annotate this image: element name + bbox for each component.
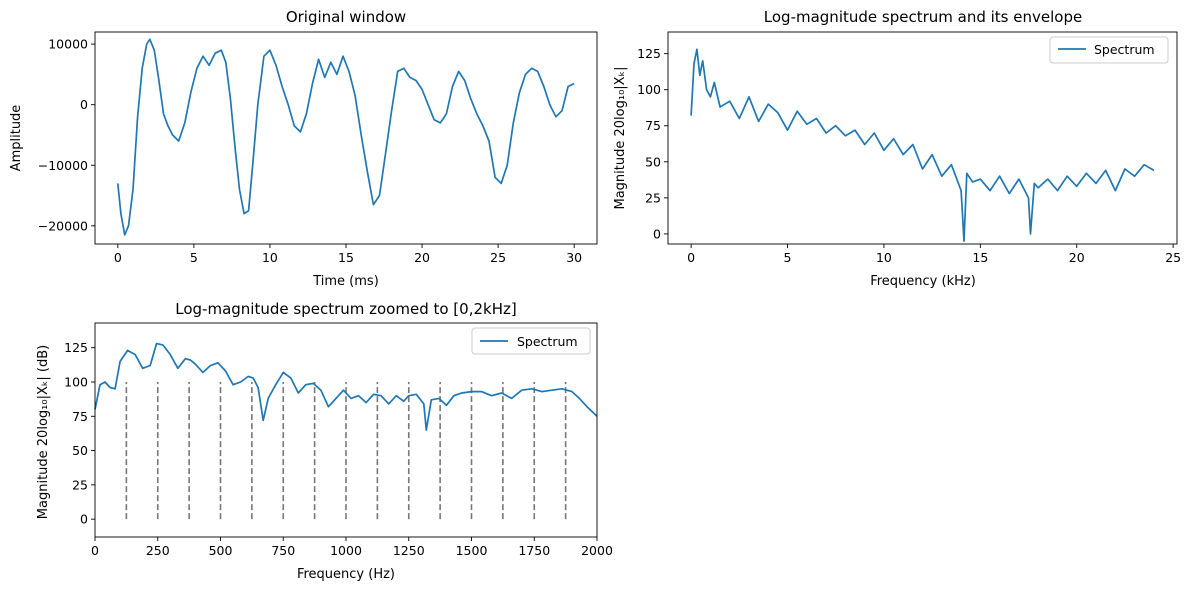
x-tick-label: 1250 (393, 543, 425, 558)
x-tick-label: 25 (490, 250, 506, 265)
y-tick-label: −20000 (38, 218, 88, 233)
x-tick-label: 15 (972, 250, 988, 265)
axes-frame (94, 31, 598, 245)
x-tick-label: 250 (146, 543, 170, 558)
legend-box (471, 327, 591, 355)
x-tick-label: 1750 (518, 543, 550, 558)
series-line (690, 48, 1155, 242)
y-tick-label: 25 (72, 477, 88, 492)
x-tick-label: 25 (1165, 250, 1181, 265)
y-tick-label: 0 (80, 97, 88, 112)
axes-frame (94, 322, 598, 538)
y-tick-label: 50 (645, 154, 661, 169)
x-tick-label: 0 (114, 250, 122, 265)
x-tick-label: 30 (566, 250, 582, 265)
axes-frame (667, 31, 1178, 245)
y-axis-label: Amplitude (9, 105, 24, 172)
y-tick-label: 100 (64, 374, 88, 389)
plot-area (116, 38, 575, 236)
legend-box (1049, 36, 1169, 64)
tick-group: 0 5 10 15 20 25 0 25 50 75 100 125 (637, 46, 1181, 265)
plot-area (690, 48, 1155, 242)
legend: Spectrum (1049, 36, 1169, 64)
subplot-original-window: Original window Time (ms) Amplitude 0 5 10… (9, 8, 598, 289)
y-tick-label: 100 (637, 82, 661, 97)
x-tick-label: 10 (876, 250, 892, 265)
plot-area (94, 342, 598, 520)
x-tick-label: 500 (209, 543, 233, 558)
x-tick-label: 15 (338, 250, 354, 265)
x-tick-label: 1500 (456, 543, 488, 558)
x-axis-label: Time (ms) (312, 274, 379, 289)
series-line (94, 342, 598, 431)
y-tick-label: −10000 (38, 158, 88, 173)
y-tick-label: 75 (645, 118, 661, 133)
y-tick-label: 50 (72, 443, 88, 458)
chart-title: Original window (286, 8, 406, 26)
subplot-zoomed-spectrum: Log-magnitude spectrum zoomed to [0,2kHz… (36, 300, 613, 582)
y-tick-label: 125 (64, 340, 88, 355)
legend-label: Spectrum (517, 334, 578, 349)
chart-title: Log-magnitude spectrum and its envelope (764, 8, 1082, 26)
series-line (116, 38, 575, 236)
x-tick-label: 10 (262, 250, 278, 265)
y-tick-label: 10000 (48, 37, 88, 52)
x-tick-label: 0 (91, 543, 99, 558)
x-tick-label: 5 (190, 250, 198, 265)
chart-title: Log-magnitude spectrum zoomed to [0,2kHz… (175, 300, 516, 318)
legend: Spectrum (471, 327, 591, 355)
x-tick-label: 5 (784, 250, 792, 265)
y-tick-label: 125 (637, 46, 661, 61)
x-tick-label: 1000 (330, 543, 362, 558)
y-tick-label: 0 (80, 512, 88, 527)
x-tick-label: 750 (271, 543, 295, 558)
x-tick-label: 20 (414, 250, 430, 265)
y-tick-label: 75 (72, 409, 88, 424)
x-tick-label: 20 (1069, 250, 1085, 265)
y-tick-label: 0 (653, 226, 661, 241)
y-axis-label: Magnitude 20log₁₀|Xₖ| (613, 67, 628, 210)
subplot-log-magnitude-spectrum: Log-magnitude spectrum and its envelope … (613, 8, 1181, 289)
x-axis-label: Frequency (kHz) (870, 274, 976, 289)
x-tick-label: 0 (687, 250, 695, 265)
x-axis-label: Frequency (Hz) (297, 567, 395, 582)
legend-label: Spectrum (1094, 42, 1155, 57)
tick-group: 0 250 500 750 1000 1250 1500 1750 2000 0 25 50 75 100… (64, 340, 613, 558)
y-axis-label: Magnitude 20log₁₀|Xₖ| (dB) (36, 345, 51, 519)
y-tick-label: 25 (645, 190, 661, 205)
x-tick-label: 2000 (581, 543, 613, 558)
tick-group: 0 5 10 15 20 25 30 −20000 −10000 0 10000 (38, 37, 582, 265)
